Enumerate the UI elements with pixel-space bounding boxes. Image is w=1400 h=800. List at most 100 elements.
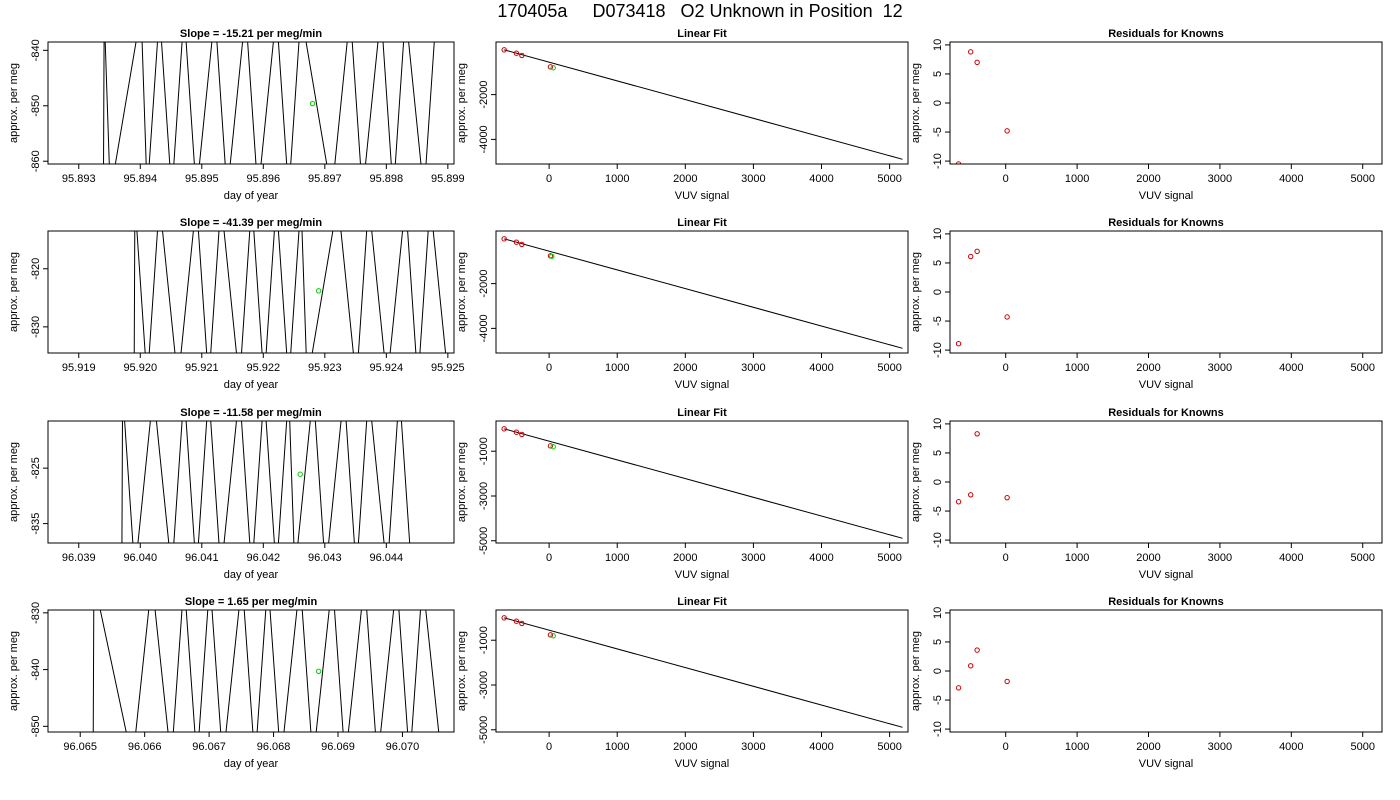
y-tick-label: -5 <box>932 506 944 516</box>
known-point <box>519 241 525 248</box>
plot-frame <box>949 230 1383 354</box>
residual-point <box>974 431 980 437</box>
panel-r2-c3: Residuals for Knowns 0 1000 2000 3000 4000 500… <box>910 217 1383 391</box>
residual-point <box>955 161 962 164</box>
known-point <box>513 618 520 624</box>
x-tick-label: 3000 <box>1208 173 1232 185</box>
x-tick-label: 4000 <box>809 552 833 564</box>
plot-frame <box>47 41 455 165</box>
y-tick-label: -4000 <box>478 125 490 153</box>
plot-frame <box>949 41 1383 165</box>
y-tick-label: 0 <box>932 668 944 674</box>
y-axis-label: approx. per meg <box>910 631 922 711</box>
y-tick-label: -10 <box>932 532 944 548</box>
x-tick-label: 96.066 <box>128 741 162 753</box>
x-tick-label: 4000 <box>1279 552 1303 564</box>
y-tick-label: -830 <box>30 316 42 338</box>
x-tick-label: 96.067 <box>192 741 226 753</box>
x-tick-label: 4000 <box>1279 173 1303 185</box>
panel-r2-c2: Linear Fit 0 1000 2000 3000 4000 5000 -4000 -200… <box>456 217 909 391</box>
x-tick-label: 2000 <box>673 173 697 185</box>
x-axis-label: VUV signal <box>1139 758 1193 770</box>
y-axis-label: approx. per meg <box>8 252 20 332</box>
fit-line <box>504 49 903 160</box>
y-tick-label: -835 <box>30 513 42 535</box>
x-tick-label: 1000 <box>605 362 629 374</box>
residual-point <box>1004 678 1010 685</box>
x-tick-label: 5000 <box>877 362 901 374</box>
y-tick-label: -5 <box>932 695 944 705</box>
plot-frame <box>47 609 455 733</box>
x-tick-label: 96.041 <box>185 552 219 564</box>
x-tick-label: 95.897 <box>308 173 342 185</box>
residual-point <box>1004 128 1010 134</box>
known-point <box>501 236 507 242</box>
panel-r3-c2: Linear Fit 0 1000 2000 3000 4000 5000 -5000 -300… <box>456 407 909 581</box>
residual-point <box>974 647 980 653</box>
y-axis-label: approx. per meg <box>910 63 922 143</box>
y-tick-label: -850 <box>30 715 42 737</box>
known-point <box>519 620 525 627</box>
x-tick-label: 3000 <box>741 173 765 185</box>
y-tick-label: -3000 <box>478 671 490 699</box>
x-tick-label: 2000 <box>1136 362 1160 374</box>
x-tick-label: 95.920 <box>123 362 157 374</box>
y-tick-label: -5000 <box>478 527 490 555</box>
known-point <box>501 426 507 432</box>
x-axis-label: VUV signal <box>675 190 729 202</box>
known-point <box>519 431 525 438</box>
panel-title: Residuals for Knowns <box>1108 28 1224 40</box>
x-tick-label: 5000 <box>877 552 901 564</box>
x-tick-label: 95.923 <box>308 362 342 374</box>
x-tick-label: 0 <box>1003 741 1009 753</box>
x-tick-label: 96.069 <box>321 741 355 753</box>
panel-r4-c1: Slope = 1.65 per meg/min 96.065 96.066 96.0… <box>8 596 455 770</box>
x-tick-label: 96.070 <box>386 741 420 753</box>
x-tick-label: 5000 <box>1350 552 1374 564</box>
x-tick-label: 3000 <box>1208 741 1232 753</box>
panel-r3-c1: Slope = -11.58 per meg/min 96.039 96.040 96… <box>8 407 455 581</box>
panel-r4-c3: Residuals for Knowns 0 1000 2000 3000 4000 500… <box>910 596 1383 770</box>
x-tick-label: 0 <box>546 741 552 753</box>
x-tick-label: 3000 <box>741 552 765 564</box>
panel-title: Slope = -15.21 per meg/min <box>180 28 322 40</box>
y-axis-label: approx. per meg <box>910 442 922 522</box>
x-tick-label: 95.896 <box>246 173 280 185</box>
x-axis-label: VUV signal <box>1139 190 1193 202</box>
x-tick-label: 5000 <box>877 741 901 753</box>
x-tick-label: 2000 <box>1136 552 1160 564</box>
panel-title: Slope = -11.58 per meg/min <box>180 407 322 419</box>
y-tick-label: 5 <box>932 71 944 77</box>
plot-area <box>501 615 903 728</box>
y-tick-label: -840 <box>30 39 42 61</box>
y-tick-label: -5000 <box>478 716 490 744</box>
residual-point <box>955 341 962 347</box>
unknown-marker <box>309 100 316 107</box>
unknown-marker <box>315 668 322 674</box>
x-tick-label: 96.068 <box>257 741 291 753</box>
y-tick-label: -10 <box>932 721 944 737</box>
known-point <box>501 47 507 53</box>
y-tick-label: -3000 <box>478 482 490 510</box>
data-trace <box>133 231 447 353</box>
y-axis-label: approx. per meg <box>456 631 468 711</box>
panel-title: Residuals for Knowns <box>1108 407 1224 419</box>
fit-line <box>504 617 903 728</box>
x-tick-label: 1000 <box>605 741 629 753</box>
x-tick-label: 2000 <box>1136 741 1160 753</box>
residual-point <box>968 49 974 55</box>
x-tick-label: 96.042 <box>246 552 280 564</box>
plot-frame <box>495 420 909 544</box>
y-tick-label: -5 <box>932 127 944 137</box>
plot-frame <box>495 41 909 165</box>
known-point <box>547 632 554 638</box>
x-tick-label: 95.898 <box>370 173 404 185</box>
x-tick-label: 5000 <box>877 173 901 185</box>
plot-area <box>955 647 1010 691</box>
x-tick-label: 4000 <box>1279 362 1303 374</box>
panel-r1-c3: Residuals for Knowns 0 1000 2000 3000 4000 500… <box>910 28 1383 202</box>
y-tick-label: -820 <box>30 258 42 280</box>
panel-title: Residuals for Knowns <box>1108 217 1224 229</box>
y-axis-label: approx. per meg <box>910 252 922 332</box>
